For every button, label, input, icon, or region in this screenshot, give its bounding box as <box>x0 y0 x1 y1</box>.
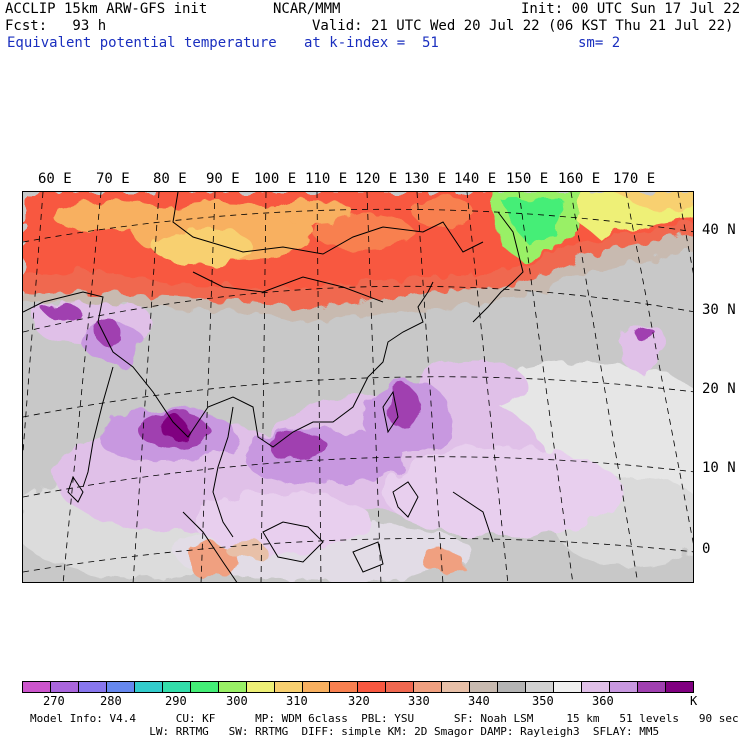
colorbar-swatch <box>498 682 527 692</box>
lat-label: 40 N <box>702 222 736 238</box>
colorbar-swatch <box>162 682 191 692</box>
lat-label: 0 <box>702 541 711 557</box>
colorbar-swatch <box>246 682 275 692</box>
colorbar-swatch <box>274 682 303 692</box>
level-index: at k-index = 51 <box>304 35 439 51</box>
colorbar-swatch <box>106 682 135 692</box>
lon-label: 130 E <box>404 171 447 187</box>
lat-label: 30 N <box>702 302 736 318</box>
colorbar-tick-label: 300 <box>226 694 248 708</box>
warm-band <box>23 192 693 322</box>
colorbar-swatch <box>526 682 555 692</box>
colorbar-tick-label: 290 <box>165 694 187 708</box>
forecast-hour: Fcst: 93 h <box>5 18 107 34</box>
lon-label: 120 E <box>355 171 398 187</box>
colorbar-swatch <box>442 682 471 692</box>
colorbar-tick-label: 340 <box>468 694 490 708</box>
colorbar-swatch <box>50 682 79 692</box>
model-title: ACCLIP 15km ARW-GFS init <box>5 1 208 17</box>
colorbar-swatch <box>23 682 51 692</box>
colorbar-tick-label: 280 <box>100 694 122 708</box>
colorbar <box>22 681 694 693</box>
smoothing-label: sm= 2 <box>578 35 621 51</box>
colorbar-swatch <box>554 682 583 692</box>
valid-time: Valid: 21 UTC Wed 20 Jul 22 (06 KST Thu … <box>312 18 734 34</box>
model-info-line1: Model Info: V4.4 CU: KF MP: WDM 6class P… <box>30 712 739 725</box>
model-info-line2: LW: RRTMG SW: RRTMG DIFF: simple KM: 2D … <box>30 725 660 738</box>
colorbar-swatch <box>637 682 666 692</box>
colorbar-tick-label: 310 <box>286 694 308 708</box>
graticule <box>23 192 693 582</box>
organization-label: NCAR/MMM <box>273 1 341 17</box>
lon-label: 60 E <box>38 171 72 187</box>
field-name: Equivalent potential temperature <box>7 35 277 51</box>
colorbar-swatch <box>302 682 331 692</box>
colorbar-swatch <box>414 682 443 692</box>
map-canvas <box>23 192 693 582</box>
colorbar-tick-label: 320 <box>348 694 370 708</box>
lon-label: 90 E <box>206 171 240 187</box>
colorbar-tick-label: 360 <box>592 694 614 708</box>
colorbar-swatch <box>665 682 693 692</box>
lon-label: 140 E <box>454 171 497 187</box>
map-panel <box>22 191 694 583</box>
lon-label: 110 E <box>305 171 348 187</box>
colorbar-swatch <box>78 682 107 692</box>
init-time: Init: 00 UTC Sun 17 Jul 22 <box>521 1 740 17</box>
colorbar-swatch <box>358 682 387 692</box>
lon-label: 70 E <box>96 171 130 187</box>
lon-label: 160 E <box>558 171 601 187</box>
colorbar-swatch <box>470 682 499 692</box>
colorbar-tick-label: 330 <box>408 694 430 708</box>
colorbar-swatch <box>218 682 247 692</box>
colorbar-swatch <box>582 682 611 692</box>
lon-label: 80 E <box>153 171 187 187</box>
colorbar-unit: K <box>690 694 698 708</box>
colorbar-swatch <box>190 682 219 692</box>
colorbar-swatch <box>134 682 163 692</box>
theta-e-field <box>23 297 693 582</box>
lat-label: 20 N <box>702 381 736 397</box>
lon-label: 170 E <box>613 171 656 187</box>
colorbar-swatch <box>330 682 359 692</box>
lat-label: 10 N <box>702 460 736 476</box>
lon-label: 150 E <box>506 171 549 187</box>
lon-label: 100 E <box>254 171 297 187</box>
colorbar-swatch <box>610 682 638 692</box>
colorbar-tick-label: 350 <box>532 694 554 708</box>
colorbar-swatch <box>386 682 415 692</box>
coastlines <box>23 192 524 582</box>
colorbar-tick-label: 270 <box>43 694 65 708</box>
